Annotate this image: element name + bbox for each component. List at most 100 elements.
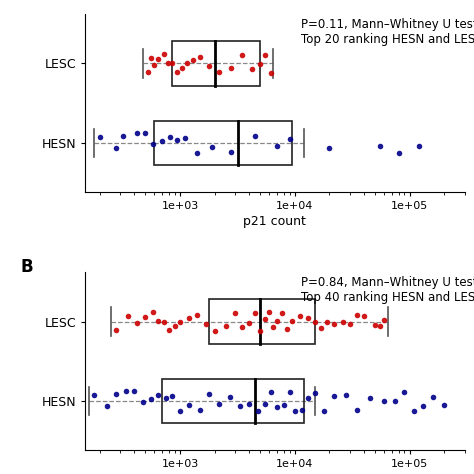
Point	[203, 320, 210, 328]
Point	[149, 140, 156, 148]
Point	[151, 61, 158, 69]
Point	[401, 388, 408, 395]
Point	[354, 311, 361, 319]
Point	[265, 309, 273, 316]
Point	[168, 392, 176, 400]
Point	[381, 397, 388, 405]
Point	[208, 143, 216, 151]
Point	[176, 407, 184, 414]
Point	[124, 312, 131, 319]
Point	[298, 406, 306, 414]
Bar	[162, 379, 304, 423]
Point	[160, 50, 167, 57]
Point	[216, 400, 223, 408]
Text: P=0.11, Mann–Whitney U test
Top 20 ranking HESN and LESC: P=0.11, Mann–Whitney U test Top 20 ranki…	[301, 18, 474, 46]
Point	[173, 69, 181, 76]
Point	[211, 327, 219, 334]
Point	[222, 322, 229, 330]
Point	[113, 145, 120, 152]
Point	[286, 136, 293, 143]
Point	[261, 51, 269, 58]
Point	[296, 313, 303, 320]
Point	[181, 135, 189, 142]
Point	[239, 51, 246, 59]
Point	[168, 60, 176, 67]
Point	[261, 400, 269, 408]
Point	[228, 148, 235, 156]
Point	[273, 317, 281, 324]
Point	[286, 389, 293, 396]
Point	[173, 136, 181, 144]
Bar	[172, 41, 260, 86]
Point	[311, 390, 319, 397]
Point	[339, 318, 346, 326]
Point	[179, 64, 186, 72]
Point	[183, 60, 191, 67]
Point	[255, 407, 262, 415]
Point	[273, 403, 281, 410]
Point	[267, 388, 275, 395]
Point	[251, 132, 259, 139]
Point	[246, 401, 253, 408]
Text: P=0.84, Mann–Whitney U test
Top 40 ranking HESN and LESC: P=0.84, Mann–Whitney U test Top 40 ranki…	[301, 276, 474, 304]
Point	[103, 403, 110, 410]
Point	[155, 55, 162, 63]
Point	[160, 318, 167, 325]
Point	[239, 324, 246, 331]
Point	[311, 319, 319, 326]
Point	[206, 62, 213, 70]
Point	[330, 392, 338, 400]
Bar	[155, 121, 292, 165]
Point	[304, 314, 312, 322]
Point	[231, 310, 238, 317]
Point	[171, 323, 179, 330]
Point	[158, 137, 166, 145]
Point	[216, 69, 223, 76]
Point	[248, 65, 255, 73]
Point	[415, 142, 423, 150]
Point	[142, 129, 149, 137]
Point	[113, 391, 120, 398]
Point	[130, 387, 138, 395]
Point	[119, 132, 127, 140]
Point	[133, 319, 140, 327]
Point	[145, 68, 152, 76]
Point	[162, 394, 169, 402]
Point	[91, 392, 98, 399]
Point	[113, 327, 120, 334]
Point	[193, 311, 201, 319]
Point	[166, 134, 174, 141]
Point	[256, 328, 264, 335]
Point	[326, 144, 333, 152]
Point	[376, 142, 383, 150]
Point	[164, 59, 172, 66]
Point	[155, 317, 162, 325]
Point	[366, 394, 374, 401]
Point	[273, 142, 281, 149]
Point	[176, 318, 184, 325]
Point	[289, 317, 296, 325]
Point	[206, 390, 213, 398]
Point	[410, 408, 418, 415]
Point	[330, 320, 338, 328]
Point	[142, 313, 149, 321]
Point	[236, 402, 243, 410]
Point	[304, 394, 312, 402]
Point	[270, 323, 277, 331]
Point	[155, 392, 162, 399]
Point	[381, 316, 388, 324]
Point	[226, 393, 233, 401]
Point	[139, 398, 147, 406]
Point	[360, 312, 368, 320]
Point	[267, 70, 275, 77]
Point	[280, 401, 288, 409]
Point	[376, 322, 383, 330]
Point	[96, 133, 103, 141]
Point	[323, 318, 331, 326]
Bar	[210, 299, 315, 344]
Text: B: B	[21, 258, 34, 276]
Point	[196, 54, 204, 61]
Point	[261, 316, 269, 323]
Point	[291, 407, 299, 414]
Point	[354, 406, 361, 414]
